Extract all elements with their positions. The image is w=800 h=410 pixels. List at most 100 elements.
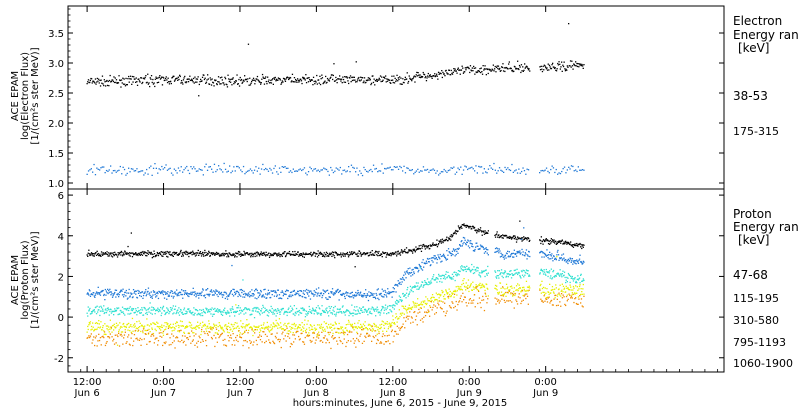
data-point [575,280,577,283]
data-point [228,80,230,83]
data-point [325,75,327,78]
data-point [501,66,503,69]
data-point [545,274,547,276]
data-point [326,327,329,329]
data-point [137,329,140,331]
data-point [452,275,455,278]
data-point [430,264,432,266]
data-point [298,326,300,329]
data-point [178,307,180,309]
data-point [524,238,526,240]
data-point [458,69,461,71]
data-point [129,344,131,346]
data-point [134,78,136,80]
data-point [331,324,334,326]
data-point [320,314,322,316]
data-point [174,251,176,254]
data-point [206,169,209,171]
data-point [328,315,330,317]
data-point [265,167,267,170]
data-point [139,295,141,297]
data-point [139,337,141,340]
data-point [152,309,154,311]
data-point [120,250,123,253]
data-point [546,296,549,298]
data-point [454,271,456,273]
data-point [105,290,108,292]
data-point [370,292,372,294]
data-point [235,304,237,306]
data-point [431,277,434,280]
data-point [184,75,186,78]
data-point [306,77,308,79]
data-point [555,69,557,71]
data-point [413,304,415,306]
data-point [557,249,559,252]
data-point [314,83,316,85]
data-point [266,83,268,85]
data-point [479,282,481,285]
data-point [550,258,552,260]
data-point [189,310,192,312]
data-point [456,250,458,253]
data-point [140,344,142,346]
data-point [277,308,279,310]
data-point [110,308,112,311]
data-point [268,79,270,81]
data-point [377,329,379,331]
data-point [310,251,312,254]
data-point [316,313,319,315]
data-point [221,79,223,81]
data-point [152,78,154,81]
data-point [516,268,518,270]
data-point [181,311,183,313]
series-p-115-195 [86,227,585,302]
data-point [128,81,130,83]
data-point [157,297,160,300]
data-point [513,70,515,72]
data-point [115,296,117,298]
data-point [284,166,286,168]
data-point [174,291,176,293]
data-point [494,234,496,237]
data-point [95,335,97,337]
data-point [231,306,234,308]
data-point [268,293,270,295]
data-point [215,309,218,311]
data-point [578,258,581,260]
data-point [553,255,555,258]
data-point [475,270,477,272]
data-point [354,322,356,325]
data-point [479,276,482,278]
data-point [552,269,555,272]
data-point [515,169,517,171]
data-point [226,310,229,312]
data-point [142,330,144,332]
data-point [323,255,325,257]
data-point [87,255,89,257]
data-point [439,280,441,283]
data-point [424,280,426,282]
data-point [508,274,510,276]
data-point [235,310,237,313]
data-point [400,283,402,285]
data-point [582,246,584,248]
data-point [180,80,183,82]
data-point [288,295,291,298]
data-point [512,235,514,238]
data-point [179,320,182,322]
data-point [304,319,306,321]
data-point [516,68,518,70]
data-point [500,169,502,171]
data-point [348,314,350,317]
data-point [451,273,454,275]
data-point [299,324,302,326]
data-point [420,285,422,287]
data-point [96,77,98,80]
data-point [251,253,253,256]
data-point [179,75,181,78]
data-point [179,74,181,76]
data-point [495,66,498,68]
data-point [379,327,382,330]
data-point [252,310,255,312]
